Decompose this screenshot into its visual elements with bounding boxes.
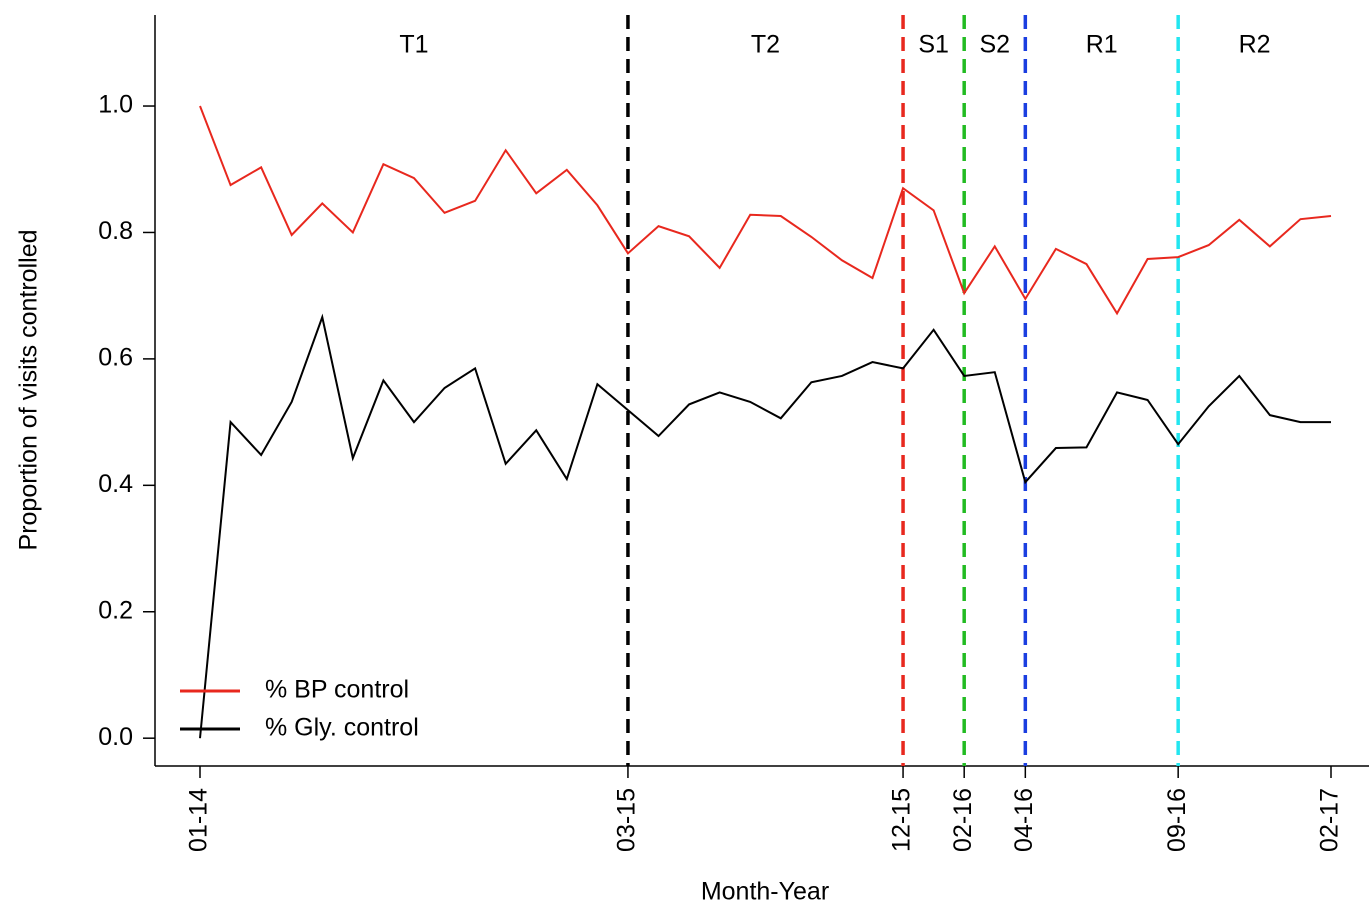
y-tick-label: 1.0 bbox=[98, 91, 133, 119]
legend-label: % BP control bbox=[265, 676, 409, 704]
x-tick-label: 01-14 bbox=[185, 788, 213, 852]
period-label: S1 bbox=[918, 31, 949, 59]
y-axis-label: Proportion of visits controlled bbox=[15, 230, 43, 551]
x-tick-label: 02-16 bbox=[949, 788, 977, 852]
period-label: R2 bbox=[1239, 31, 1271, 59]
x-tick-label: 03-15 bbox=[613, 788, 641, 852]
period-label: T1 bbox=[399, 31, 428, 59]
y-tick-label: 0.8 bbox=[98, 217, 133, 245]
y-tick-label: 0.4 bbox=[98, 470, 133, 498]
x-tick-label: 02-17 bbox=[1316, 788, 1344, 852]
x-axis-label: Month-Year bbox=[701, 878, 829, 906]
period-label: T2 bbox=[751, 31, 780, 59]
x-tick-label: 04-16 bbox=[1010, 788, 1038, 852]
y-tick-label: 0.2 bbox=[98, 596, 133, 624]
period-label: R1 bbox=[1086, 31, 1118, 59]
period-label: S2 bbox=[979, 31, 1010, 59]
y-tick-label: 0.6 bbox=[98, 344, 133, 372]
y-tick-label: 0.0 bbox=[98, 723, 133, 751]
x-tick-label: 12-15 bbox=[888, 788, 916, 852]
x-tick-label: 09-16 bbox=[1163, 788, 1191, 852]
data-line bbox=[199, 313, 1331, 739]
data-line bbox=[199, 105, 1332, 316]
legend-label: % Gly. control bbox=[265, 714, 419, 742]
